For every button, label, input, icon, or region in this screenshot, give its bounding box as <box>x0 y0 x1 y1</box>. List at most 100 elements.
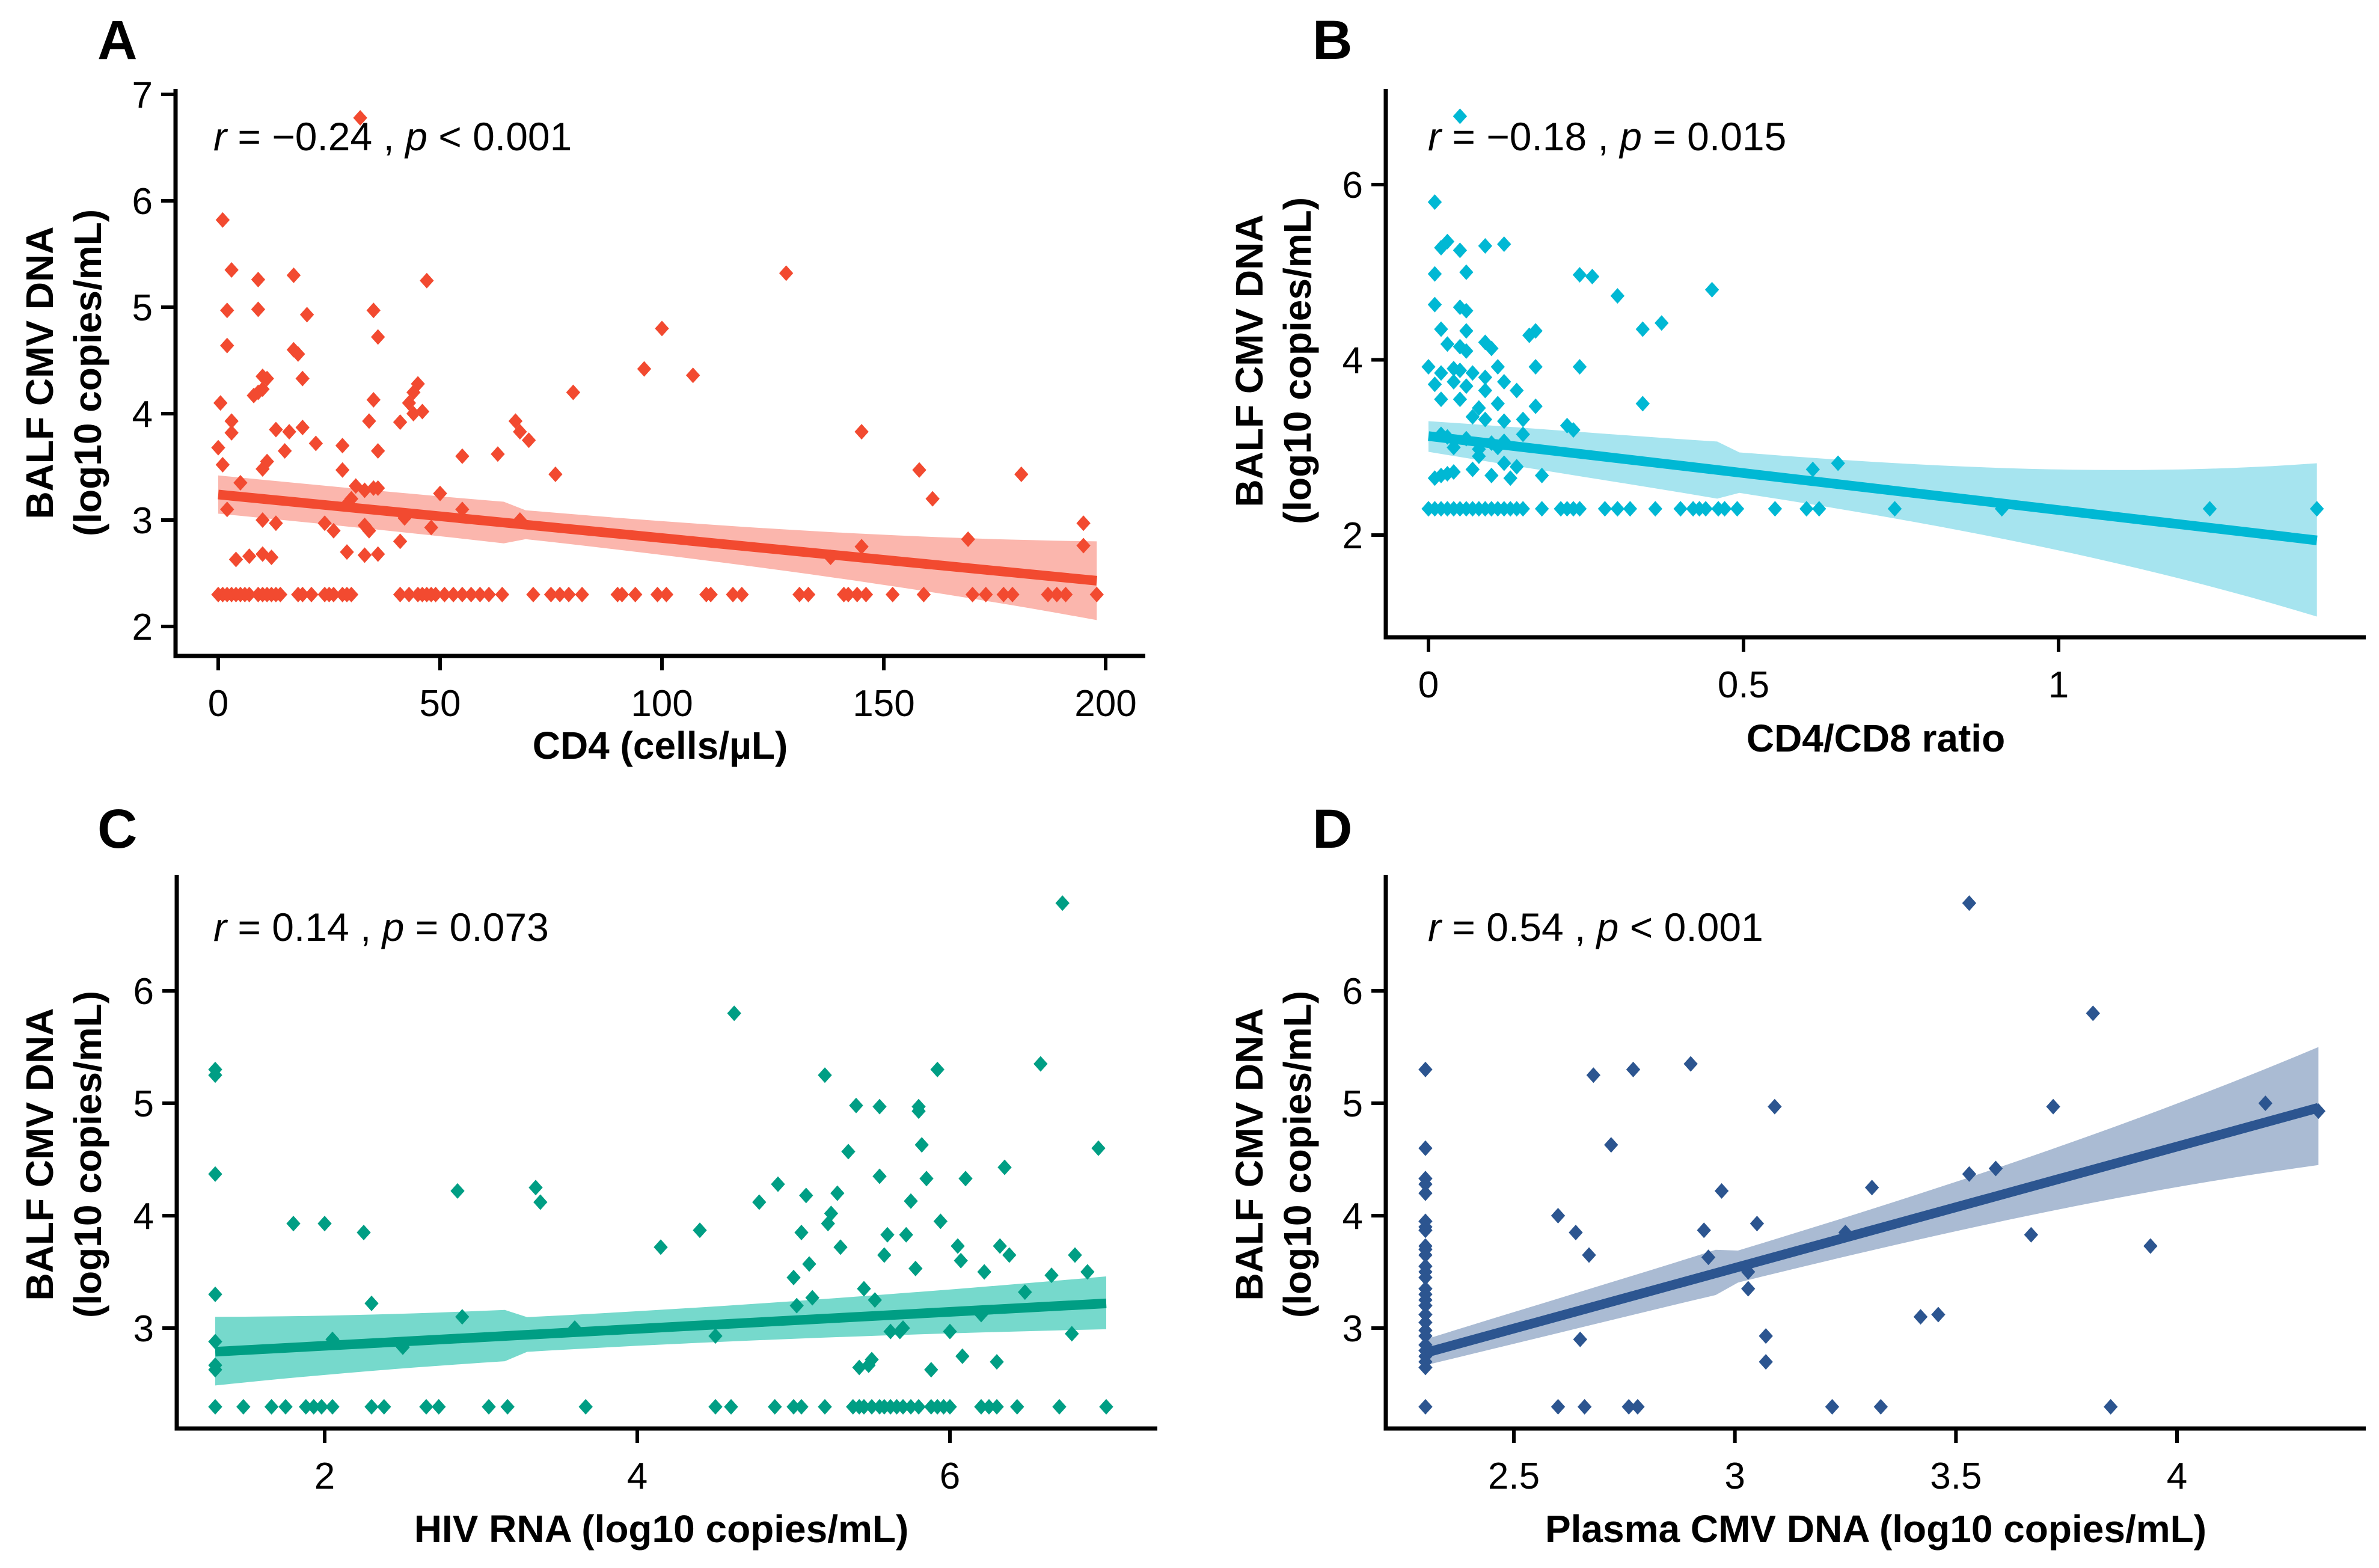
data-point <box>543 586 559 602</box>
data-point <box>771 1176 785 1192</box>
data-point <box>1768 501 1783 517</box>
data-point <box>521 432 536 449</box>
data-point <box>1569 1225 1583 1241</box>
data-point <box>364 1398 379 1415</box>
data-point <box>1655 315 1669 331</box>
data-point <box>1714 1183 1729 1199</box>
data-point <box>1566 422 1581 438</box>
data-point <box>1010 1398 1024 1415</box>
regression-line <box>215 1298 1107 1357</box>
y-tick-label: 5 <box>133 1083 154 1125</box>
data-point <box>242 548 257 565</box>
data-point <box>1418 1297 1433 1314</box>
data-point <box>370 480 385 496</box>
data-point <box>1434 365 1448 381</box>
data-point <box>295 370 310 387</box>
x-tick-label: 0 <box>208 683 228 724</box>
data-point <box>473 586 488 602</box>
data-point <box>1825 1398 1840 1415</box>
data-point <box>912 462 926 478</box>
data-point <box>1585 269 1600 285</box>
data-point <box>455 448 470 464</box>
panel-d: D 2.5 3 3.5 4 3 4 5 6 r = 0.54 , p < 0.001 Plas… <box>1228 798 2366 1551</box>
data-point <box>295 586 310 602</box>
data-point <box>1427 194 1442 210</box>
data-point <box>1838 1225 1853 1241</box>
data-point <box>273 586 288 602</box>
y-tick-label: 4 <box>132 394 153 435</box>
data-point <box>437 586 452 602</box>
data-point <box>455 1309 470 1325</box>
data-point <box>872 1168 887 1184</box>
confidence-band <box>1428 421 2317 617</box>
data-point <box>1453 108 1468 124</box>
data-point <box>415 403 430 420</box>
data-point <box>335 462 350 478</box>
data-point <box>314 1398 329 1415</box>
axes-group: 2 4 6 3 4 5 6 <box>133 875 1157 1497</box>
data-point <box>904 1193 918 1209</box>
data-point <box>1604 1137 1618 1153</box>
data-point <box>1528 359 1543 375</box>
data-point <box>880 1227 895 1243</box>
axes-group: 0 0.5 1 2 4 6 <box>1343 89 2366 706</box>
data-point <box>1427 266 1442 282</box>
data-point <box>896 1320 910 1336</box>
data-point <box>1586 1067 1601 1083</box>
data-point <box>2258 1095 2273 1111</box>
data-point <box>1490 396 1505 412</box>
panel-label: B <box>1312 10 1352 71</box>
data-point <box>213 395 228 411</box>
data-point <box>996 586 1011 602</box>
data-point <box>1701 1249 1716 1266</box>
data-point <box>208 1362 222 1378</box>
data-point <box>317 1216 332 1232</box>
data-point <box>1434 239 1448 256</box>
panel-b: B 0 0.5 1 2 4 6 r = −0.18 , p = 0.015 CD4/CD8… <box>1228 10 2366 760</box>
data-point <box>553 586 567 602</box>
data-point <box>1434 391 1448 408</box>
data-point <box>269 421 283 438</box>
data-point <box>1626 1061 1641 1077</box>
data-point <box>1484 467 1499 483</box>
y-axis-title-line2: (log10 copies/mL) <box>1276 991 1319 1318</box>
data-point <box>1704 281 1719 298</box>
data-point <box>370 443 385 459</box>
data-point <box>251 301 266 317</box>
data-point <box>1459 378 1474 394</box>
data-point <box>393 414 408 430</box>
data-point <box>1516 411 1530 427</box>
data-point <box>455 501 470 518</box>
x-axis-title: Plasma CMV DNA (log10 copies/mL) <box>1545 1507 2206 1551</box>
data-point <box>1510 382 1524 399</box>
data-point <box>2104 1398 2118 1415</box>
data-point <box>533 1194 548 1210</box>
data-point <box>1799 501 1814 517</box>
x-tick-label: 1 <box>2048 664 2069 706</box>
data-point <box>325 1398 340 1415</box>
data-point <box>818 1067 832 1083</box>
data-point <box>1044 1267 1059 1284</box>
data-point <box>1528 323 1543 339</box>
data-point <box>924 1362 938 1378</box>
data-point <box>575 586 589 602</box>
data-point <box>528 1180 543 1196</box>
data-point <box>433 485 447 501</box>
data-point <box>1768 1098 1782 1115</box>
data-point <box>393 533 408 550</box>
data-point <box>1630 1398 1645 1415</box>
data-point <box>295 420 310 436</box>
data-point <box>2309 501 2324 517</box>
axes-group: 0 50 100 150 200 2 3 4 5 6 7 <box>132 75 1145 724</box>
data-point <box>308 435 323 452</box>
data-point <box>224 262 239 278</box>
data-point <box>1018 1284 1032 1300</box>
data-point <box>256 381 270 397</box>
data-point <box>335 438 350 454</box>
y-tick-label: 3 <box>133 1308 154 1350</box>
data-point <box>357 482 372 498</box>
data-point <box>1033 1056 1048 1072</box>
data-point <box>954 1252 968 1269</box>
data-point <box>805 1290 819 1306</box>
data-point <box>852 1359 866 1376</box>
